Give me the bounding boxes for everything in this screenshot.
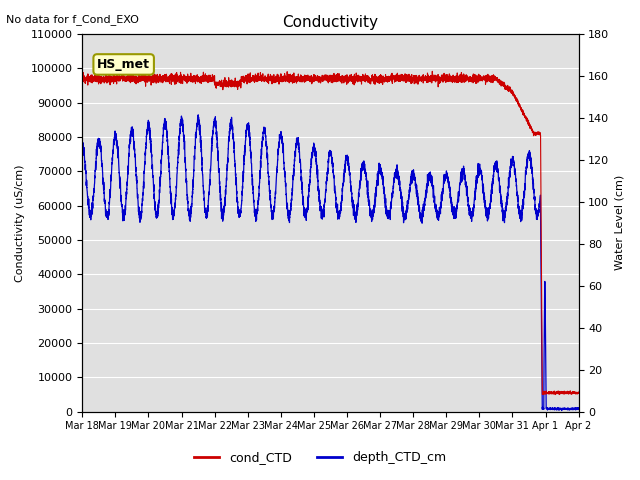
Legend: cond_CTD, depth_CTD_cm: cond_CTD, depth_CTD_cm: [189, 446, 451, 469]
Y-axis label: Conductivity (uS/cm): Conductivity (uS/cm): [15, 164, 25, 282]
Text: HS_met: HS_met: [97, 58, 150, 71]
Title: Conductivity: Conductivity: [282, 15, 378, 30]
Text: No data for f_Cond_EXO: No data for f_Cond_EXO: [6, 14, 140, 25]
Y-axis label: Water Level (cm): Water Level (cm): [615, 175, 625, 270]
